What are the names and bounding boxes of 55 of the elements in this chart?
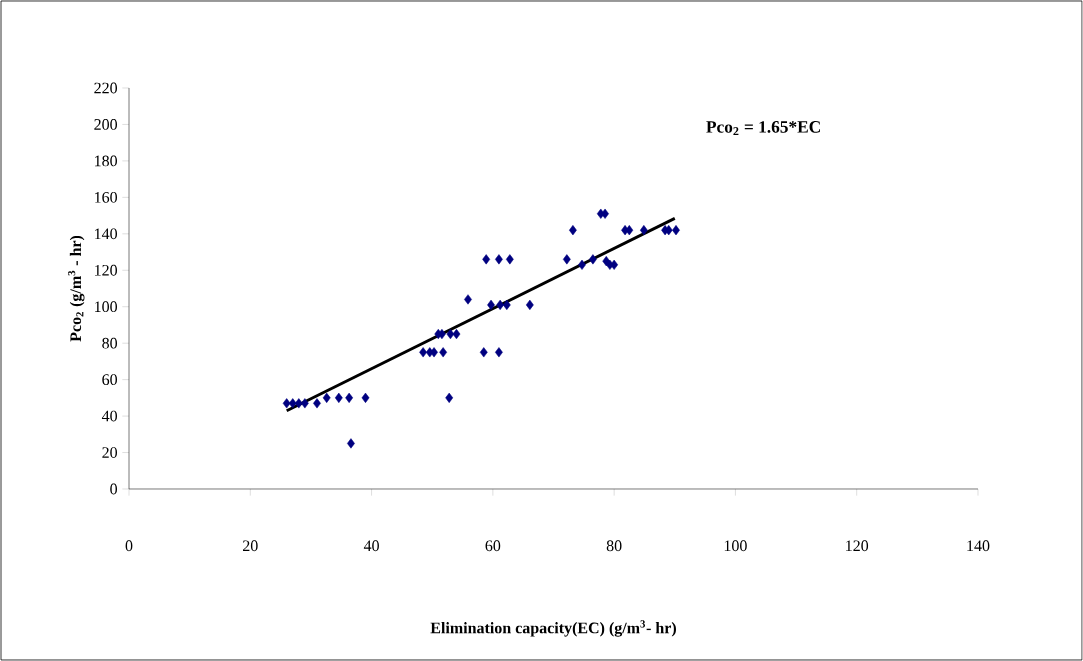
point: [479, 347, 488, 358]
y-tick-label: 180: [95, 155, 118, 167]
point: [288, 398, 297, 409]
point: [578, 259, 586, 270]
x-tick-label: 60: [485, 540, 501, 552]
y-tick-label: 60: [102, 374, 118, 386]
point: [495, 347, 503, 358]
x-tick-label: 80: [606, 540, 622, 552]
x-tick-label: 20: [243, 540, 258, 552]
point: [672, 225, 680, 236]
y-tick-label: 140: [95, 228, 118, 240]
x-tick-label: 40: [363, 540, 379, 552]
point: [446, 328, 455, 340]
point: [601, 208, 609, 219]
x-tick-label: 0: [125, 540, 133, 552]
point: [505, 254, 514, 265]
point: [445, 392, 454, 403]
point: [301, 398, 309, 409]
point: [419, 347, 427, 358]
point: [496, 299, 504, 310]
y-axis-title: Pco$_{2}$ (g/m$^{3}$ - hr): [68, 235, 85, 342]
y-tick-label: 220: [94, 82, 118, 94]
point: [439, 347, 447, 358]
point: [525, 299, 534, 310]
y-tick-label: 120: [95, 264, 118, 276]
y-tick-label: 20: [102, 447, 118, 458]
point: [334, 392, 343, 403]
y-tick-label: 0: [110, 483, 118, 495]
y-tick-label: 100: [95, 301, 118, 313]
point: [569, 225, 577, 236]
point: [464, 294, 472, 305]
point: [282, 398, 291, 409]
point: [589, 254, 597, 265]
point: [639, 225, 648, 236]
y-tick-label: 40: [101, 410, 118, 422]
x-tick-label: 140: [967, 540, 990, 552]
point: [487, 299, 495, 310]
y-tick-label: 80: [102, 337, 118, 349]
point: [313, 398, 321, 409]
point: [430, 347, 438, 358]
x-tick-label: 120: [846, 540, 869, 552]
x-axis-title: Elimination capacity(EC) (g/m$^{3}$- hr): [430, 620, 676, 637]
annotation: Pco$_{2}$ = 1.65*EC: [706, 121, 820, 136]
point: [361, 392, 370, 403]
point: [345, 392, 354, 403]
y-tick-label: 160: [95, 191, 118, 203]
point: [562, 254, 571, 265]
point: [322, 392, 331, 403]
point: [502, 299, 511, 310]
point: [495, 254, 503, 265]
point: [482, 254, 491, 265]
point: [347, 438, 355, 449]
y-tick-label: 200: [94, 119, 118, 130]
x-tick-label: 100: [724, 540, 747, 552]
point: [452, 328, 461, 340]
